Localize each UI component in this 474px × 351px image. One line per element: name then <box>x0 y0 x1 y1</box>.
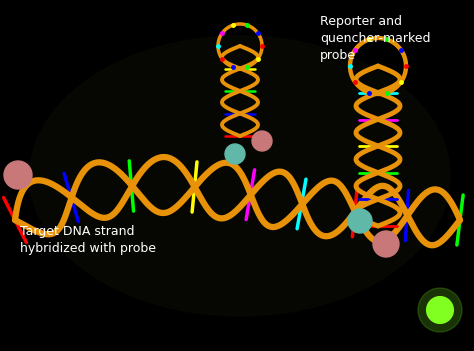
Circle shape <box>418 288 462 332</box>
Ellipse shape <box>30 36 450 316</box>
Text: Reporter and
quencher-marked
probe: Reporter and quencher-marked probe <box>320 15 430 62</box>
Circle shape <box>427 297 453 323</box>
Circle shape <box>373 231 399 257</box>
Text: Target DNA strand
hybridized with probe: Target DNA strand hybridized with probe <box>20 225 156 255</box>
Circle shape <box>348 209 372 233</box>
Circle shape <box>252 131 272 151</box>
Circle shape <box>225 144 245 164</box>
Circle shape <box>4 161 32 189</box>
